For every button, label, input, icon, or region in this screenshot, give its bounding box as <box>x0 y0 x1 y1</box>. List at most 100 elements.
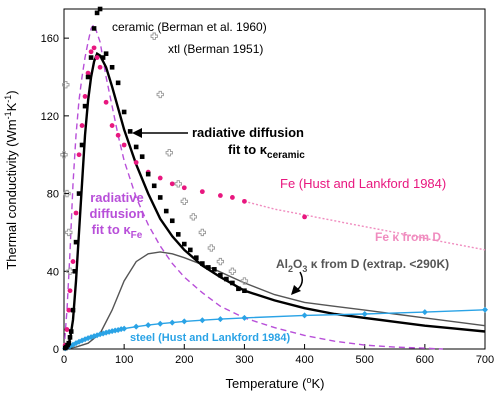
data-point <box>230 280 235 286</box>
y-tick-label: 0 <box>53 344 59 356</box>
data-point <box>64 327 70 332</box>
data-point <box>67 288 73 294</box>
data-point <box>88 49 94 55</box>
x-tick-label: 100 <box>115 354 133 366</box>
data-point <box>175 232 181 237</box>
y-tick-label: 40 <box>47 266 59 278</box>
data-point <box>163 208 169 214</box>
rad-ceramic-label-line2: fit to κceramic <box>228 142 305 161</box>
data-point <box>157 175 163 181</box>
axes <box>63 8 486 350</box>
data-point <box>67 335 73 340</box>
data-point <box>157 320 164 327</box>
data-point <box>97 64 103 70</box>
data-point <box>60 151 68 159</box>
x-tick-label: 500 <box>356 354 374 366</box>
data-point <box>109 123 115 128</box>
x-tick-label: 600 <box>416 354 434 366</box>
data-point <box>121 142 127 148</box>
rad-ceramic-arrow <box>132 128 188 138</box>
data-point <box>207 244 215 252</box>
x-tick-label: 700 <box>476 354 494 366</box>
data-point <box>94 55 100 60</box>
data-point <box>150 32 158 40</box>
rad-fe-label-line3: fit to κFe <box>92 222 143 241</box>
data-point <box>145 322 152 329</box>
data-point <box>109 64 115 70</box>
data-point <box>241 314 248 321</box>
data-point <box>91 26 97 31</box>
data-point <box>76 152 82 158</box>
series-4 <box>63 23 443 350</box>
data-point <box>181 241 187 247</box>
fe-extrap-label: Fe κ from D <box>375 230 441 244</box>
data-point <box>188 247 193 253</box>
data-point <box>174 180 182 188</box>
steel-label: steel (Hust and Lankford 1984) <box>130 332 290 344</box>
x-axis-title: Temperature (oK) <box>226 375 325 391</box>
rad-fe-label-line2: diffusion <box>90 206 145 221</box>
data-point <box>212 267 217 272</box>
series-3 <box>244 200 486 251</box>
series-line <box>244 200 486 251</box>
data-point <box>73 210 79 216</box>
data-point <box>217 316 224 323</box>
data-point <box>133 160 139 165</box>
series-0 <box>62 6 247 351</box>
al2o3-label: Al2O3 κ from D (extrap. <290K) <box>276 257 449 274</box>
data-point <box>103 51 109 56</box>
data-point <box>217 193 223 198</box>
data-point <box>169 218 175 224</box>
data-point <box>62 81 70 89</box>
data-point <box>165 149 173 157</box>
data-point <box>361 311 368 318</box>
data-point <box>218 272 223 278</box>
data-point <box>79 142 85 148</box>
data-point <box>73 239 79 245</box>
data-point <box>198 228 206 237</box>
data-point <box>66 340 72 346</box>
data-point <box>240 277 249 285</box>
y-tick-label: 80 <box>47 189 59 201</box>
al2o3-arrow <box>291 271 303 295</box>
series-layer <box>60 6 488 352</box>
series-1 <box>60 32 249 285</box>
rad-ceramic-label-line1: radiative diffusion <box>192 125 304 140</box>
y-axis-title: Thermal conductivity (Wm-1K-1) <box>3 90 19 269</box>
series-line <box>63 51 486 351</box>
data-point <box>127 129 133 134</box>
data-point <box>194 255 199 260</box>
data-point <box>228 267 237 275</box>
data-point <box>236 286 241 292</box>
y-tick-label: 160 <box>41 33 59 45</box>
data-point <box>145 171 151 177</box>
data-point <box>115 132 121 138</box>
data-point <box>63 189 71 198</box>
data-point <box>156 90 164 99</box>
data-point <box>121 109 127 115</box>
data-point <box>230 195 235 200</box>
data-point <box>421 309 428 316</box>
data-point <box>133 323 140 330</box>
data-point <box>70 259 76 264</box>
rad-fe-label-line1: radiative <box>90 190 143 205</box>
data-point <box>76 191 82 196</box>
data-point <box>224 276 229 282</box>
x-tick-label: 200 <box>175 354 193 366</box>
series-7 <box>62 306 488 352</box>
data-point <box>100 55 106 60</box>
series-5 <box>63 51 486 351</box>
data-point <box>199 317 206 324</box>
data-point <box>157 195 163 200</box>
data-point <box>68 329 74 334</box>
data-point <box>133 144 139 150</box>
ceramic-label: ceramic (Berman et al. 1960) <box>112 20 267 34</box>
data-point <box>88 55 94 60</box>
data-point <box>103 99 109 105</box>
x-tick-label: 0 <box>61 354 67 366</box>
data-point <box>115 80 121 86</box>
data-point <box>72 268 78 274</box>
data-point <box>216 257 225 266</box>
x-tick-label: 400 <box>295 354 313 366</box>
